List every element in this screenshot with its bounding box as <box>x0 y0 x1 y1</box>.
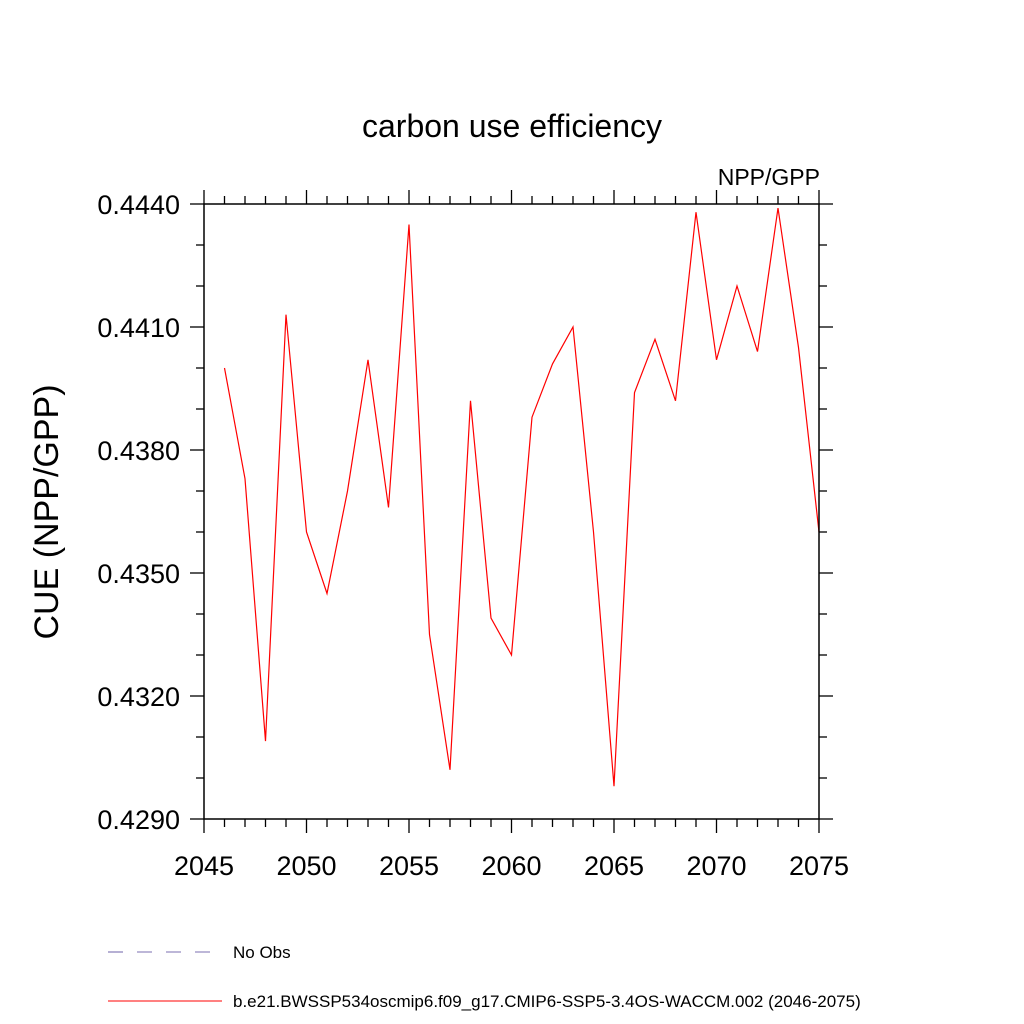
y-tick-label: 0.4290 <box>97 805 180 835</box>
series-line-1 <box>223 208 820 787</box>
y-axis-label: CUE (NPP/GPP) <box>28 384 66 639</box>
y-tick-label: 0.4320 <box>97 682 180 712</box>
y-tick-label: 0.4410 <box>97 313 180 343</box>
y-tick-label: 0.4380 <box>97 436 180 466</box>
legend-label: b.e21.BWSSP534oscmip6.f09_g17.CMIP6-SSP5… <box>233 992 861 1011</box>
x-tick-label: 2065 <box>584 851 644 881</box>
x-tick-label: 2045 <box>174 851 234 881</box>
plot-frame <box>203 203 820 820</box>
x-tick-label: 2060 <box>481 851 541 881</box>
plot-area: 2045 2050 2055 2060 2065 2070 2075 0.4290 0.4320… <box>97 190 849 881</box>
legend-label: No Obs <box>233 943 291 962</box>
x-tick-label: 2070 <box>686 851 746 881</box>
chart-subtitle: NPP/GPP <box>718 164 820 190</box>
x-tick-label: 2050 <box>276 851 336 881</box>
legend: No Obs b.e21.BWSSP534oscmip6.f09_g17.CMIP… <box>108 943 861 1011</box>
y-tick-label: 0.4440 <box>97 190 180 220</box>
x-tick-label: 2055 <box>379 851 439 881</box>
chart-title: carbon use efficiency <box>362 108 662 144</box>
y-tick-label: 0.4350 <box>97 559 180 589</box>
x-tick-label: 2075 <box>789 851 849 881</box>
